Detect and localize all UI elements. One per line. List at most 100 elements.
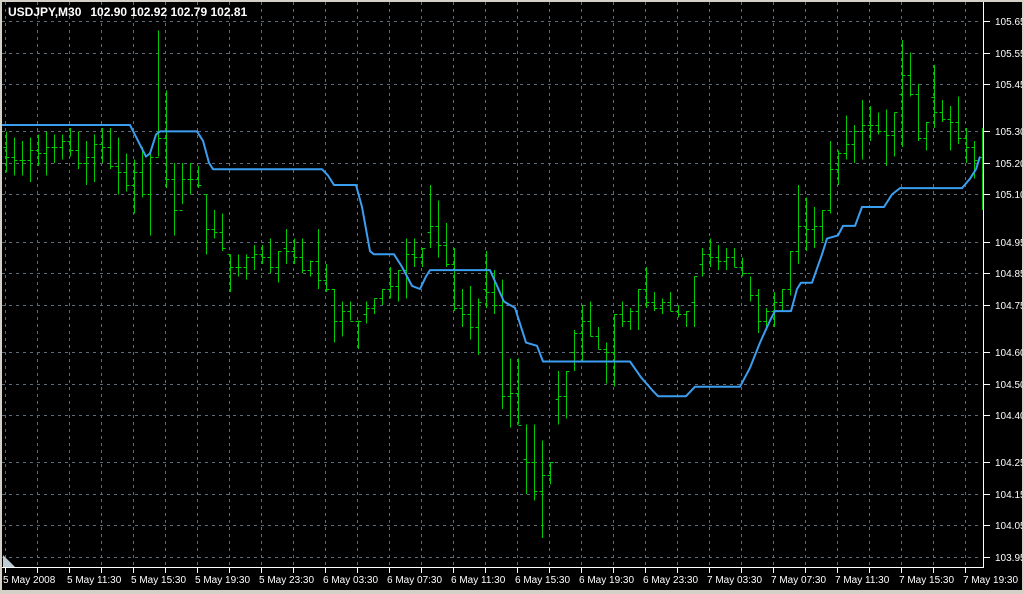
price-tick-label: 105.65 xyxy=(995,17,1022,28)
ohlc-bar xyxy=(819,210,826,242)
price-tick-label: 105.30 xyxy=(995,127,1022,138)
price-tick-label: 105.45 xyxy=(995,80,1022,91)
ohlc-bar xyxy=(891,112,898,157)
ohlc-bar xyxy=(67,128,74,157)
ohlc-bar xyxy=(3,131,10,173)
price-axis[interactable]: 105.65 105.55 105.45 105.30 105.20 105.10 104.… xyxy=(984,17,1022,564)
ohlc-bars xyxy=(3,30,983,539)
price-tick-label: 104.15 xyxy=(995,490,1022,501)
ohlc-bar xyxy=(347,301,354,322)
ohlc-bar xyxy=(323,263,330,293)
ohlc-bar xyxy=(371,298,378,315)
ohlc-bar xyxy=(267,238,274,274)
time-tick-label: 6 May 07:30 xyxy=(387,575,442,586)
ohlc-bar xyxy=(755,289,762,334)
ohlc-bar xyxy=(387,266,394,299)
ohlc-bar xyxy=(627,307,634,330)
ohlc-bar xyxy=(539,440,546,539)
ohlc-bar xyxy=(51,134,58,163)
ohlc-bar xyxy=(675,304,682,318)
chart-ohlc-quotes: 102.90 102.92 102.79 102.81 xyxy=(90,5,248,19)
chart-symbol-title: USDJPY,M30 xyxy=(8,5,82,19)
ohlc-bar xyxy=(515,358,522,426)
ohlc-bar xyxy=(307,260,314,277)
ohlc-bar xyxy=(243,254,250,280)
price-tick-label: 105.20 xyxy=(995,159,1022,170)
time-tick-label: 6 May 11:30 xyxy=(451,575,506,586)
chart-title: USDJPY,M30 102.90 102.92 102.79 102.81 xyxy=(8,5,247,19)
ohlc-bar xyxy=(171,162,178,236)
price-tick-label: 103.95 xyxy=(995,553,1022,564)
ohlc-bar xyxy=(523,424,530,494)
ohlc-bar xyxy=(923,121,930,151)
ohlc-bar xyxy=(907,52,914,97)
ohlc-bar xyxy=(683,311,690,327)
ohlc-bar xyxy=(283,229,290,264)
time-axis[interactable]: 5 May 2008 5 May 11:30 5 May 15:30 5 May 19… xyxy=(3,568,1018,586)
ohlc-bar xyxy=(139,147,146,198)
ohlc-bar xyxy=(611,314,618,387)
ohlc-bar xyxy=(107,128,114,170)
time-tick-label: 7 May 19:30 xyxy=(963,575,1018,586)
ohlc-bar xyxy=(203,194,210,255)
ohlc-bar xyxy=(835,150,842,185)
ohlc-bar xyxy=(851,125,858,163)
ohlc-bar xyxy=(811,207,818,249)
ohlc-bar xyxy=(571,329,578,371)
ohlc-bar xyxy=(747,273,754,302)
price-tick-label: 104.25 xyxy=(995,458,1022,469)
ohlc-bar xyxy=(179,162,186,211)
ohlc-bar xyxy=(91,134,98,182)
ohlc-bar xyxy=(555,370,562,425)
price-tick-label: 104.05 xyxy=(995,521,1022,532)
ohlc-bar xyxy=(651,292,658,312)
ohlc-bar xyxy=(363,301,370,324)
ohlc-bar xyxy=(787,251,794,296)
price-tick-label: 105.55 xyxy=(995,49,1022,60)
ohlc-bar xyxy=(187,162,194,195)
ohlc-bar xyxy=(83,140,90,185)
ohlc-bar xyxy=(643,266,650,308)
ohlc-bar xyxy=(587,301,594,337)
ohlc-bar xyxy=(963,128,970,163)
ohlc-bar xyxy=(123,153,130,192)
ohlc-bar xyxy=(795,184,802,264)
ohlc-bar xyxy=(739,257,746,277)
ohlc-bar xyxy=(115,137,122,195)
ohlc-bar xyxy=(579,304,586,362)
ohlc-bar xyxy=(355,320,362,349)
ohlc-bar xyxy=(899,39,906,148)
ohlc-bar xyxy=(667,292,674,312)
ohlc-bar xyxy=(475,298,482,356)
ohlc-bar xyxy=(499,279,506,409)
ohlc-bar xyxy=(99,128,106,163)
ohlc-bar xyxy=(275,251,282,283)
ohlc-bar xyxy=(419,248,426,267)
ohlc-bar xyxy=(619,301,626,327)
time-tick-label: 5 May 19:30 xyxy=(195,575,250,586)
time-tick-label: 6 May 19:30 xyxy=(579,575,634,586)
ohlc-bar xyxy=(251,244,258,271)
ohlc-bar xyxy=(395,270,402,302)
ohlc-bar xyxy=(219,213,226,252)
ohlc-bar xyxy=(827,140,834,214)
ohlc-bar xyxy=(883,109,890,167)
ohlc-bar xyxy=(955,96,962,144)
ohlc-bar xyxy=(331,289,338,343)
axis-origin-marker xyxy=(3,555,15,567)
ohlc-bar xyxy=(491,270,498,315)
ohlc-bar xyxy=(915,84,922,141)
ohlc-bar xyxy=(939,99,946,122)
ohlc-bar xyxy=(59,134,66,160)
time-tick-label: 6 May 03:30 xyxy=(323,575,378,586)
ohlc-bar xyxy=(19,140,26,176)
ohlc-bar xyxy=(227,254,234,293)
ohlc-bar xyxy=(75,131,82,170)
ohlc-bar xyxy=(659,298,666,315)
ohlc-bar xyxy=(483,251,490,308)
ohlc-bar xyxy=(715,244,722,271)
time-tick-label: 7 May 15:30 xyxy=(899,575,954,586)
